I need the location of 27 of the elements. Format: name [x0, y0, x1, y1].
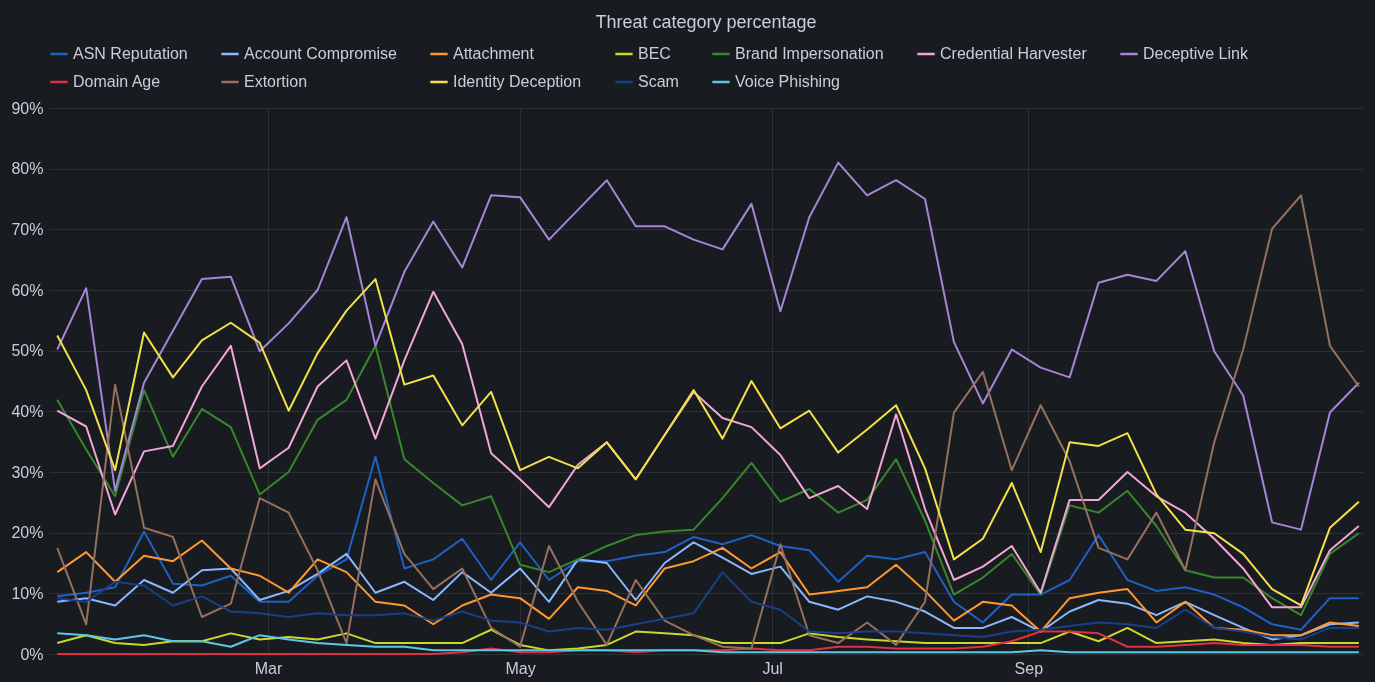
legend-label: Credential Harvester — [940, 45, 1088, 62]
legend-label: Voice Phishing — [735, 73, 840, 90]
chart-title: Threat category percentage — [595, 12, 817, 32]
legend-label: BEC — [638, 45, 671, 62]
legend-label: Attachment — [453, 45, 535, 62]
x-tick-label: Sep — [1014, 659, 1044, 677]
legend-label: Brand Impersonation — [735, 45, 884, 62]
legend-label: Extortion — [244, 73, 308, 90]
y-tick-label: 10% — [11, 584, 44, 602]
legend-label: Deceptive Link — [1143, 45, 1249, 62]
y-tick-label: 70% — [11, 220, 44, 238]
y-tick-label: 20% — [11, 524, 44, 542]
x-tick-label: Mar — [254, 659, 283, 677]
legend-label: Account Compromise — [244, 45, 398, 62]
y-tick-label: 80% — [11, 160, 44, 178]
legend-label: Identity Deception — [453, 73, 582, 90]
y-tick-label: 0% — [20, 645, 44, 663]
y-tick-label: 90% — [11, 99, 44, 117]
legend-label: Domain Age — [73, 73, 161, 90]
y-tick-label: 30% — [11, 463, 44, 481]
legend-label: ASN Reputation — [73, 45, 188, 62]
legend-label: Scam — [638, 73, 679, 90]
y-tick-label: 40% — [11, 402, 44, 420]
x-tick-label: Jul — [762, 659, 783, 677]
y-tick-label: 50% — [11, 342, 44, 360]
x-tick-label: May — [505, 659, 536, 677]
y-tick-label: 60% — [11, 281, 44, 299]
